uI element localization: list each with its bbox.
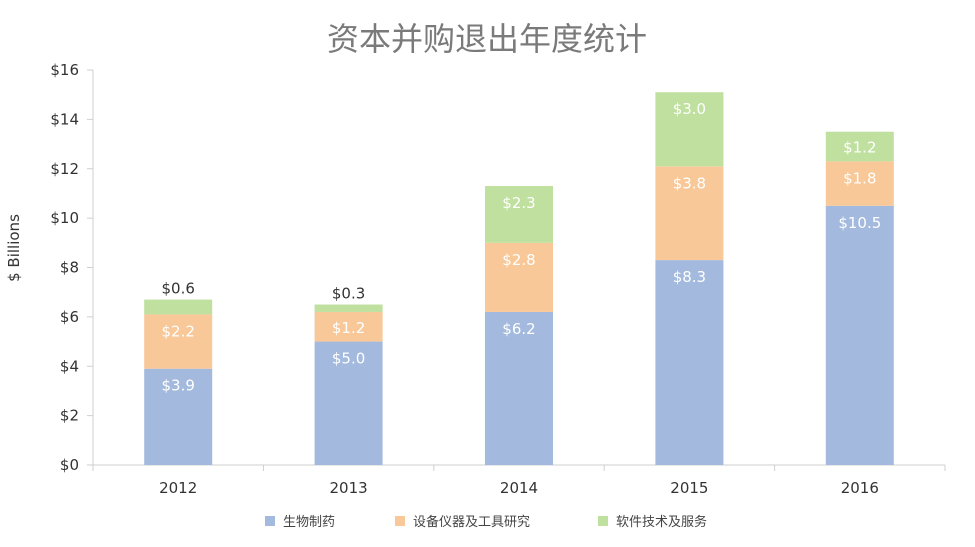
bar-segment [655, 166, 724, 261]
y-tick-label: $4 [60, 357, 79, 375]
bar-segment [314, 341, 383, 465]
legend-label: 软件技术及服务 [616, 514, 707, 530]
data-label: $3.0 [673, 100, 706, 118]
x-tick-label: 2012 [159, 479, 197, 497]
legend-label: 设备仪器及工具研究 [413, 514, 530, 530]
bar-segment [314, 311, 383, 342]
bar-segment [314, 304, 383, 312]
y-tick-label: $6 [60, 308, 79, 326]
bar-segment [655, 260, 724, 465]
data-label: $8.3 [673, 268, 706, 286]
x-tick-label: 2015 [670, 479, 708, 497]
y-tick-label: $12 [50, 160, 79, 178]
data-label: $1.2 [843, 139, 876, 157]
chart-title: 资本并购退出年度统计 [327, 20, 647, 58]
data-label: $0.3 [332, 285, 365, 303]
legend-swatch [265, 516, 275, 526]
legend-swatch [598, 516, 608, 526]
y-tick-label: $2 [60, 407, 79, 425]
data-label: $3.9 [161, 377, 194, 395]
data-label: $10.5 [838, 214, 881, 232]
y-tick-label: $0 [60, 456, 79, 474]
x-tick-label: 2016 [841, 479, 879, 497]
data-label: $6.2 [502, 320, 535, 338]
bar-segment [144, 368, 213, 465]
y-tick-label: $14 [50, 110, 79, 128]
bar-segment [485, 186, 553, 243]
bar-segment [825, 161, 894, 206]
data-label: $5.0 [332, 350, 365, 368]
legend: 生物制药 设备仪器及工具研究 软件技术及服务 [265, 514, 707, 530]
bar-segment [655, 92, 724, 167]
y-axis-label: $ Billions [5, 214, 23, 282]
bar-segment [825, 205, 894, 465]
x-tick-label: 2014 [500, 479, 538, 497]
data-label: $1.8 [843, 169, 876, 187]
bar-segment [144, 314, 213, 369]
bar-segment [825, 131, 894, 162]
bar-segment [485, 311, 553, 465]
bar-segment [485, 242, 553, 312]
data-label: $0.6 [161, 280, 194, 298]
data-label: $2.8 [502, 251, 535, 269]
axes: $0 $2 $4 $6 $8 $10 $12 $14 $16 2012 2013 2014 2015 20… [50, 61, 946, 497]
bars: $3.9 $2.2 $0.6 $5.0 $1.2 $0.3 $6.2 $2.8 $2.3 $8.3… [144, 92, 894, 465]
y-tick-label: $8 [60, 259, 79, 277]
x-tick-label: 2013 [330, 479, 368, 497]
data-label: $2.2 [161, 322, 194, 340]
y-tick-label: $10 [50, 209, 79, 227]
legend-label: 生物制药 [283, 515, 335, 530]
data-label: $3.8 [673, 174, 706, 192]
bar-segment [144, 299, 213, 315]
data-label: $2.3 [502, 194, 535, 212]
legend-swatch [395, 516, 405, 526]
data-label: $1.2 [332, 319, 365, 337]
y-tick-label: $16 [50, 61, 79, 79]
